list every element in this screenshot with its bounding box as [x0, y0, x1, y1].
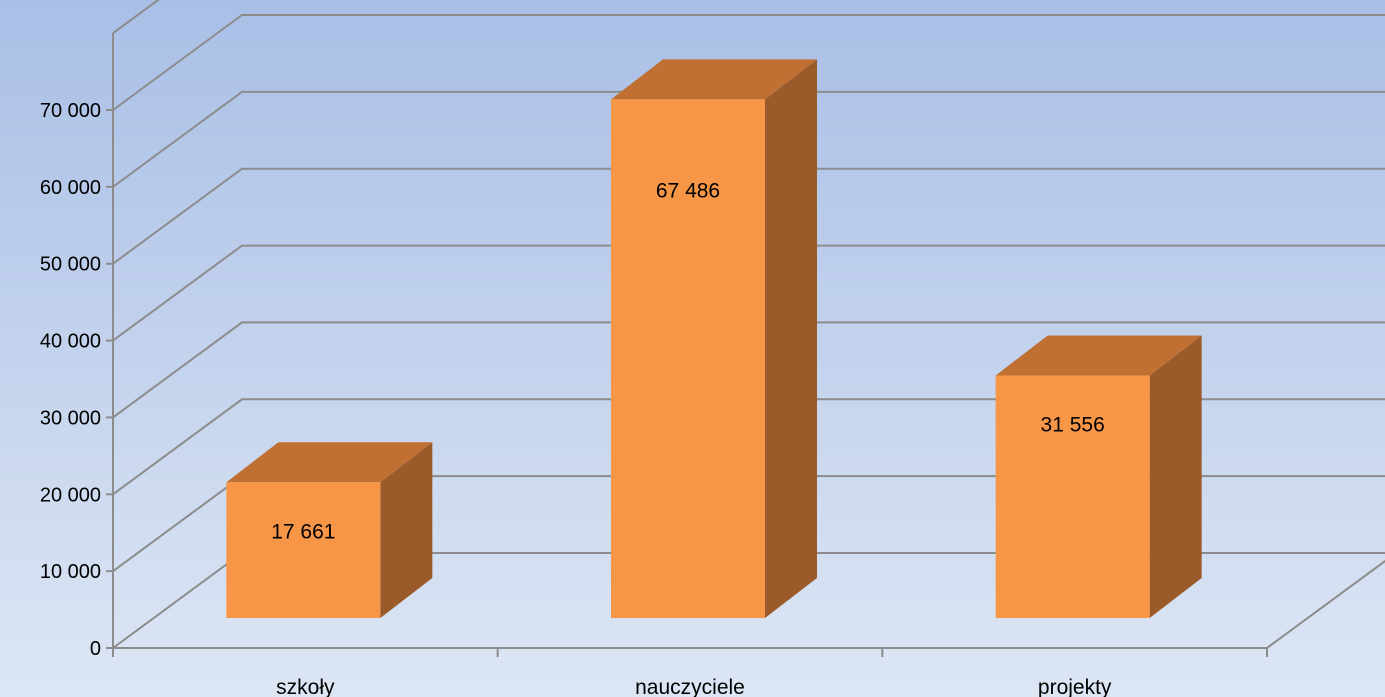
gridline-60000 [112, 90, 1385, 188]
bars [226, 59, 1202, 618]
y-tick-label: 0 [90, 638, 101, 660]
y-tick-label: 70 000 [40, 100, 101, 122]
bar-side-face [1149, 335, 1202, 618]
y-tick-label: 50 000 [40, 254, 101, 276]
labels: 0 10 000 20 000 30 000 40 000 50 000 60 000 70 … [40, 100, 1112, 697]
data-label: 67 486 [656, 179, 720, 202]
y-tick-label: 60 000 [40, 177, 101, 199]
bar-top-face [611, 59, 817, 100]
bar-side-face [765, 59, 817, 618]
axes [106, 33, 1385, 657]
floor-right-edge [1266, 559, 1385, 649]
x-tick-label: nauczyciele [635, 676, 745, 697]
y-tick-label: 30 000 [40, 407, 101, 429]
y-tick-label: 20 000 [40, 484, 101, 506]
bar-szkoły [226, 442, 433, 618]
gridline-30000 [112, 321, 1385, 419]
bar-projekty [995, 335, 1202, 618]
gridline-40000 [112, 244, 1385, 342]
x-tick-label: projekty [1038, 676, 1112, 697]
bar-nauczyciele [611, 59, 817, 618]
bar-top-face [995, 335, 1202, 376]
bar-top-face [226, 442, 433, 483]
gridline-50000 [112, 167, 1385, 265]
y-tick-label: 40 000 [40, 331, 101, 353]
gridline-70000 [112, 14, 1385, 111]
data-label: 17 661 [271, 520, 335, 543]
gridline-top [112, 0, 160, 34]
x-tick-label: szkoły [276, 676, 335, 697]
data-label: 31 556 [1041, 413, 1105, 436]
y-tick-label: 10 000 [40, 561, 101, 583]
bar-front-face [611, 99, 765, 618]
bar-front-face [226, 482, 381, 618]
bar-front-face [995, 375, 1150, 618]
bar-side-face [380, 442, 433, 618]
